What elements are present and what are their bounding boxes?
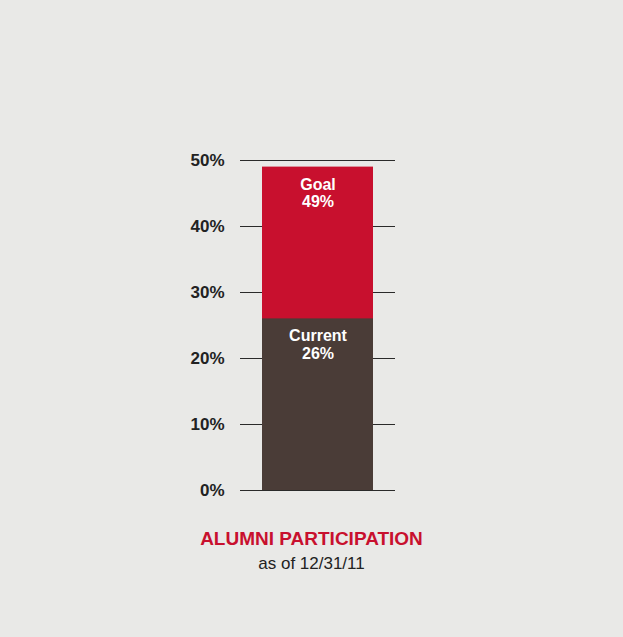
svg-text:50%: 50% (190, 151, 224, 170)
svg-text:30%: 30% (190, 283, 224, 302)
html-text:as of 12/31/11: as of 12/31/11 (258, 554, 365, 573)
svg-text:40%: 40% (190, 217, 224, 236)
svg-text:Current26%: Current26% (289, 327, 347, 362)
svg-text:20%: 20% (190, 349, 224, 368)
svg-text:10%: 10% (190, 415, 224, 434)
svg-text:0%: 0% (200, 481, 225, 500)
svg-text:Goal49%: Goal49% (300, 176, 336, 211)
html-text:ALUMNI PARTICIPATION: ALUMNI PARTICIPATION (200, 528, 423, 549)
